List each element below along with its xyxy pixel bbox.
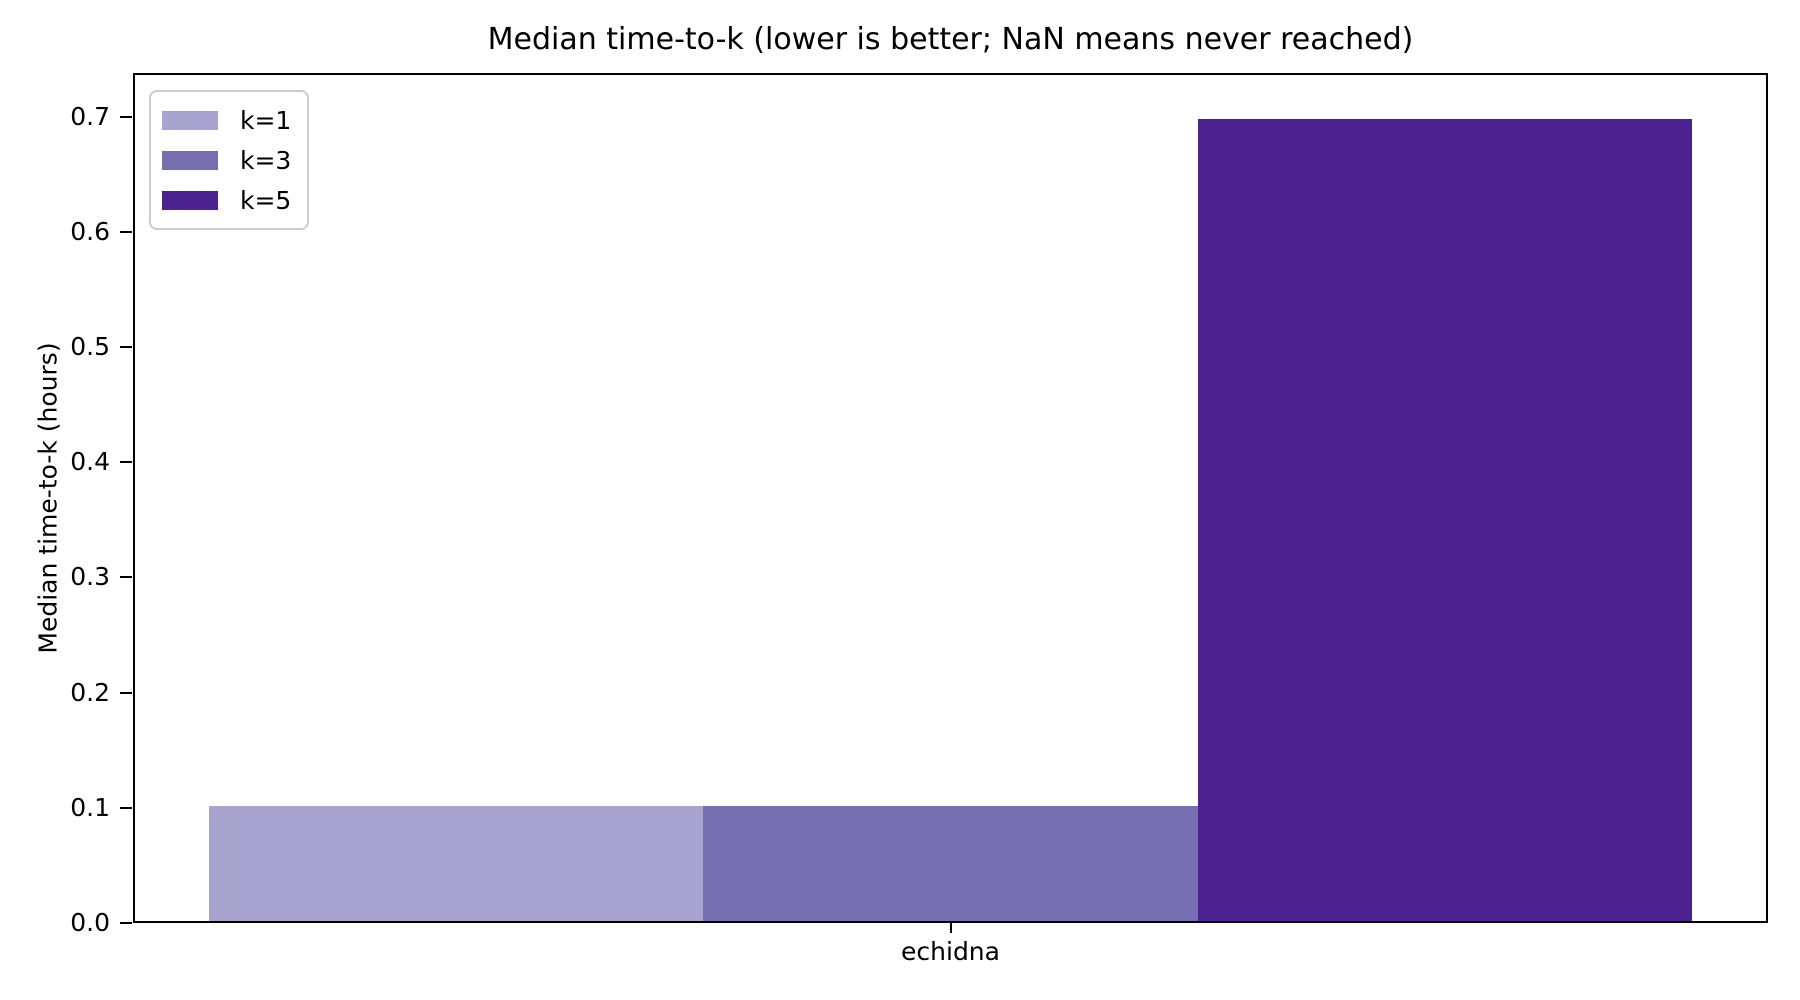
y-tick-label: 0.6 [70, 216, 110, 246]
bar-k1 [209, 806, 704, 921]
bar-k5 [1197, 118, 1692, 921]
legend-label: k=5 [240, 185, 292, 215]
y-tick-label: 0.1 [70, 792, 110, 822]
legend-row: k=5 [162, 180, 291, 220]
legend-label: k=1 [240, 105, 292, 135]
y-tick-label: 0.7 [70, 101, 110, 131]
legend-swatch [162, 150, 218, 170]
legend-swatch [162, 110, 218, 130]
y-tick-label: 0.2 [70, 677, 110, 707]
x-tick-label: echidna [901, 937, 1000, 966]
chart-title: Median time-to-k (lower is better; NaN m… [487, 22, 1414, 57]
x-tick-mark [949, 923, 952, 933]
y-tick-mark [120, 461, 132, 464]
y-tick-mark [120, 922, 132, 924]
legend-swatch [162, 190, 218, 210]
plot-area: k=1 k=3 k=5 [133, 73, 1768, 923]
y-tick-mark [120, 115, 132, 118]
y-axis-label: Median time-to-k (hours) [33, 342, 63, 654]
y-tick-label: 0.3 [70, 562, 110, 592]
legend-row: k=1 [162, 100, 291, 140]
y-tick-mark [120, 806, 132, 809]
y-tick-label: 0.4 [70, 447, 110, 477]
legend-row: k=3 [162, 140, 291, 180]
y-tick-mark [120, 576, 132, 579]
y-tick-label: 0.0 [70, 908, 110, 937]
bar-k3 [703, 806, 1198, 921]
y-tick-mark [120, 691, 132, 694]
y-tick-mark [120, 230, 132, 233]
legend: k=1 k=3 k=5 [149, 90, 310, 230]
y-tick-label: 0.5 [70, 332, 110, 362]
legend-label: k=3 [240, 145, 292, 175]
y-tick-mark [120, 346, 132, 349]
